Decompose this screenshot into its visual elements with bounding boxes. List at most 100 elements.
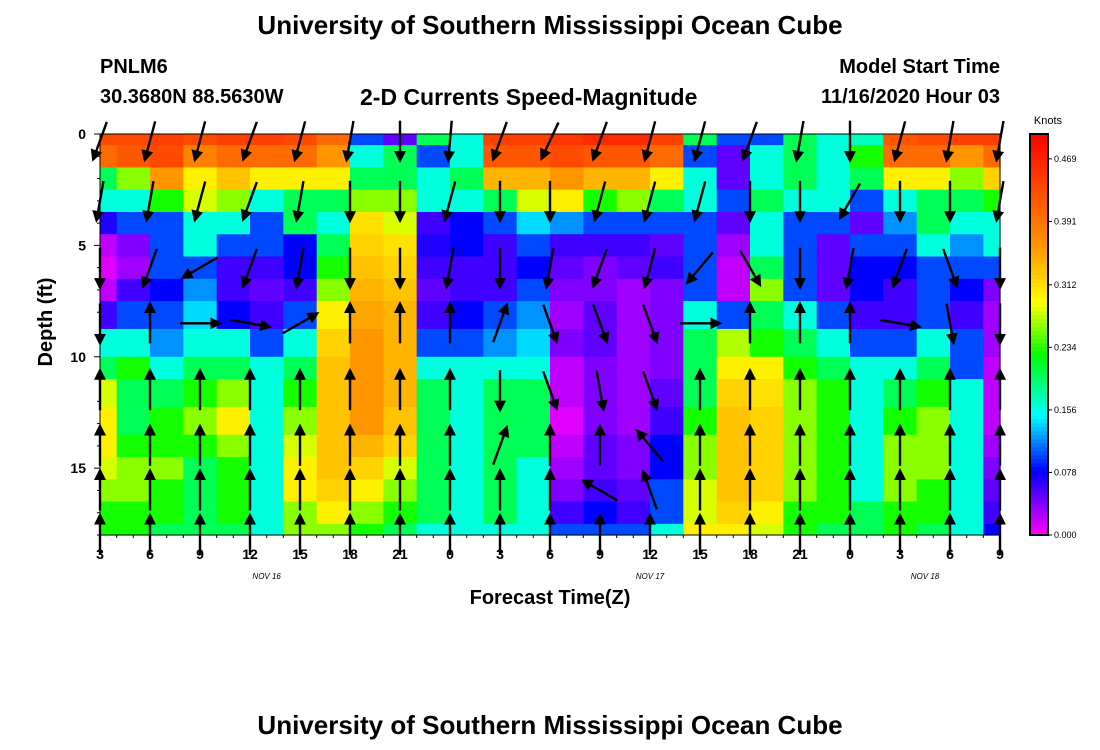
heatmap-cell (550, 434, 584, 458)
colorbar-segment (1030, 310, 1048, 316)
current-vector-arrow (942, 248, 960, 289)
heatmap-cell (950, 457, 984, 480)
heatmap-cell (416, 434, 451, 458)
heatmap-cell (416, 328, 451, 358)
heatmap-cell (350, 523, 384, 536)
heatmap-cell (983, 134, 1001, 146)
heatmap-cell (983, 301, 1001, 330)
station-id: PNLM6 (100, 56, 168, 78)
colorbar-segment (1030, 318, 1048, 324)
heatmap-cell (383, 167, 418, 191)
heatmap-cell (716, 301, 751, 330)
colorbar-segment (1030, 194, 1048, 199)
heatmap-cell (716, 211, 751, 235)
colorbar-segment (1030, 138, 1048, 143)
heatmap-cell (616, 328, 651, 358)
current-vector-arrow (542, 247, 555, 290)
heatmap-cell (516, 479, 551, 503)
heatmap-cell (716, 457, 751, 480)
heatmap-cell (100, 256, 118, 280)
heatmap-cell (116, 523, 151, 536)
heatmap-cell (250, 479, 284, 503)
heatmap-cell (216, 356, 251, 380)
heatmap-cell (116, 211, 151, 235)
heatmap-cell (516, 523, 551, 536)
heatmap-cell (850, 457, 884, 480)
heatmap-cell (983, 523, 1001, 536)
heatmap-cell (916, 356, 951, 380)
heatmap-cell (116, 234, 151, 258)
colorbar-segment (1030, 454, 1048, 460)
heatmap-cell (150, 278, 184, 302)
heatmap-cell (816, 479, 851, 503)
heatmap-cell (416, 479, 451, 503)
heatmap-cell (616, 406, 651, 436)
heatmap-cell (750, 301, 784, 330)
heatmap-cell (250, 145, 284, 169)
heatmap-cell (116, 457, 151, 480)
colorbar-segment (1030, 414, 1048, 420)
y-tick-label: 10 (70, 349, 86, 365)
heatmap-cell (950, 234, 984, 258)
x-tick-label: 0 (846, 546, 854, 562)
heatmap-cell (216, 134, 251, 146)
heatmap-cell (750, 189, 784, 213)
heatmap-cell (100, 434, 118, 458)
heatmap-cell (883, 211, 918, 235)
heatmap-cell (416, 145, 451, 169)
current-vector-arrow (635, 428, 664, 462)
heatmap-cell (516, 234, 551, 258)
heatmap-cell (283, 234, 318, 258)
current-vector-arrow (740, 121, 758, 162)
heatmap-cell (283, 328, 318, 358)
heatmap-cell (250, 328, 284, 358)
x-axis-label: Forecast Time(Z) (470, 587, 631, 609)
heatmap-cell (550, 523, 584, 536)
heatmap-cell (416, 523, 451, 536)
colorbar-segment (1030, 338, 1048, 344)
heatmap-cell (983, 234, 1001, 258)
colorbar-segment (1030, 322, 1048, 328)
heatmap-cell (683, 167, 718, 191)
heatmap-cell (350, 278, 384, 302)
current-vector-arrow (691, 121, 707, 163)
heatmap-cell (250, 356, 284, 380)
heatmap-cell (100, 134, 118, 146)
heatmap-cell (950, 523, 984, 536)
heatmap-cell (150, 134, 184, 146)
heatmap-cell (183, 167, 218, 191)
heatmap-cell (816, 406, 851, 436)
current-vector-arrow (641, 181, 657, 223)
heatmap-cell (550, 457, 584, 480)
colorbar-segment (1030, 474, 1048, 480)
colorbar-segment (1030, 314, 1048, 320)
colorbar-segment (1030, 498, 1048, 504)
colorbar-segment (1030, 346, 1048, 352)
heatmap-cell (216, 406, 251, 436)
heatmap-cell (550, 301, 584, 330)
heatmap-cell (950, 167, 984, 191)
heatmap-cell (450, 301, 484, 330)
heatmap-cell (550, 328, 584, 358)
heatmap-cell (983, 328, 1001, 358)
heatmap-cell (350, 434, 384, 458)
heatmap-cell (816, 134, 851, 146)
colorbar-segment (1030, 234, 1048, 239)
current-vector-arrow (642, 370, 660, 412)
colorbar-frame (1029, 133, 1049, 536)
current-vector-arrow (580, 479, 618, 502)
heatmap-cell (650, 479, 684, 503)
heatmap-cell (816, 234, 851, 258)
heatmap-cell (983, 379, 1001, 408)
y-tick-label: 15 (70, 460, 86, 476)
heatmap-cell (850, 145, 884, 169)
heatmap-cell (450, 328, 484, 358)
heatmap-cell (350, 479, 384, 503)
colorbar-segment (1030, 442, 1048, 448)
heatmap-cell (250, 457, 284, 480)
heatmap-cell (116, 501, 151, 525)
footer-title: University of Southern Mississippi Ocean… (257, 710, 843, 740)
heatmap-cell (850, 134, 884, 146)
heatmap-cell (216, 479, 251, 503)
heatmap-cell (750, 501, 784, 525)
